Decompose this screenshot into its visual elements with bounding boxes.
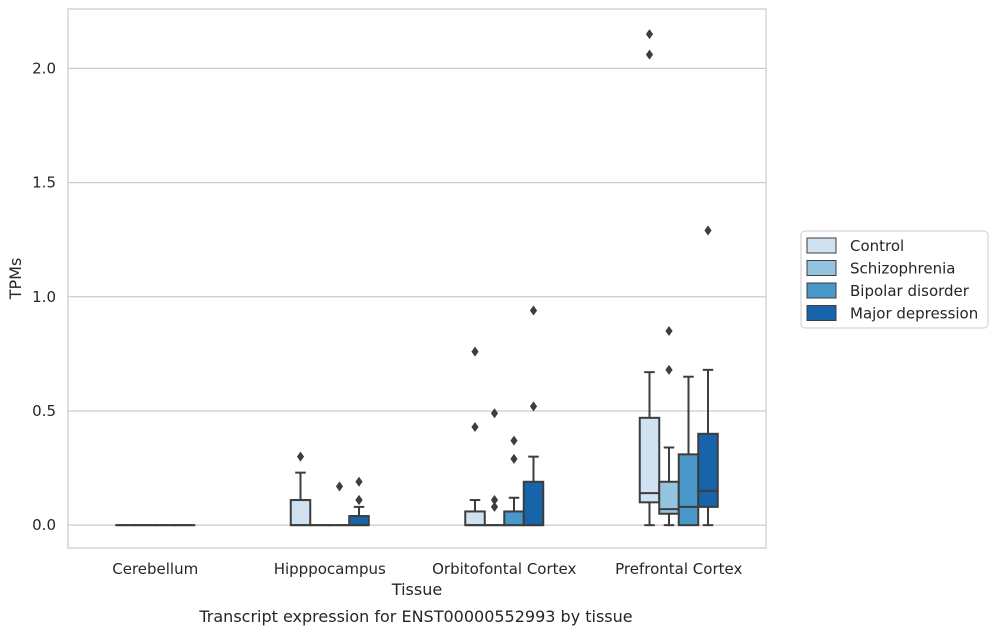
box-major-depression <box>697 225 719 527</box>
box-body <box>677 453 700 527</box>
x-axis-label: Tissue <box>391 580 442 599</box>
x-tick-label: Hipppocampus <box>274 560 386 578</box>
outlier-point <box>529 401 538 412</box>
outlier-point <box>471 421 479 432</box>
box-body <box>697 432 719 508</box>
x-axis-ticks: Cerebellum Hipppocampus Orbitofontal Corte… <box>112 560 742 578</box>
x-tick-label: Orbitofontal Cortex <box>432 560 576 578</box>
outlier-point <box>510 435 518 446</box>
outlier-point <box>490 501 499 512</box>
legend-swatch <box>806 282 837 299</box>
outlier-point <box>704 225 712 236</box>
y-tick-label: 0.0 <box>32 516 56 534</box>
box-schizophrenia <box>658 326 680 527</box>
legend-swatch <box>806 305 837 321</box>
box-control <box>638 29 661 527</box>
gridlines <box>68 67 766 526</box>
box-bipolar-disorder <box>503 435 525 527</box>
chart-caption: Transcript expression for ENST0000055299… <box>198 607 632 626</box>
legend: Control Schizophrenia Bipolar disorder Majo… <box>800 230 989 329</box>
box-bipolar-disorder <box>677 375 700 527</box>
outlier-point <box>471 346 479 357</box>
box-major-depression <box>348 476 370 527</box>
outlier-point <box>665 364 673 375</box>
y-axis-label: TPMs <box>6 258 25 301</box>
box-control <box>464 346 486 527</box>
y-tick-label: 1.5 <box>32 174 56 192</box>
legend-label: Bipolar disorder <box>850 282 970 300</box>
legend-label: Schizophrenia <box>850 260 955 278</box>
outlier-point <box>510 453 518 464</box>
box-schizophrenia <box>483 408 506 527</box>
box-major-depression <box>522 305 545 527</box>
box-body <box>638 416 661 504</box>
box-body <box>289 499 312 527</box>
plot-area-frame <box>67 8 767 549</box>
outlier-point <box>645 29 654 40</box>
outlier-point <box>355 476 363 487</box>
legend-swatch <box>806 260 837 276</box>
y-tick-label: 2.0 <box>32 59 56 77</box>
outlier-point <box>490 408 499 419</box>
outlier-point <box>296 451 305 462</box>
x-tick-label: Prefrontal Cortex <box>615 560 742 578</box>
y-tick-label: 0.5 <box>32 402 56 420</box>
x-tick-label: Cerebellum <box>112 560 198 578</box>
box-body <box>464 510 486 527</box>
outlier-point <box>645 49 654 60</box>
box-body <box>522 480 545 527</box>
box-groups <box>115 29 719 527</box>
legend-label: Control <box>850 237 904 255</box>
outlier-point <box>665 326 673 337</box>
box-body <box>503 510 525 527</box>
outlier-point <box>490 495 499 506</box>
y-axis-ticks: 0.0 0.5 1.0 1.5 2.0 <box>32 59 56 534</box>
legend-label: Major depression <box>850 305 978 323</box>
legend-swatch <box>806 237 837 254</box>
box-bipolar-disorder <box>328 481 351 527</box>
legend-frame <box>800 230 989 329</box>
box-control <box>289 451 312 527</box>
box-body <box>348 515 370 527</box>
outlier-point <box>529 305 538 316</box>
outlier-point <box>335 481 344 492</box>
outlier-point <box>355 495 363 506</box>
y-tick-label: 1.0 <box>32 288 56 306</box>
